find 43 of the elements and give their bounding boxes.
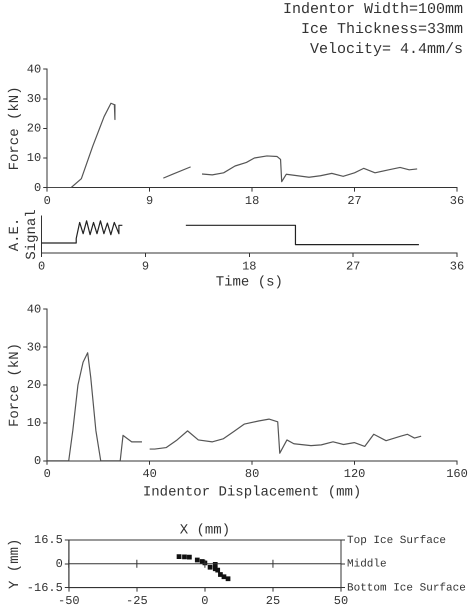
x-tick-label: 160: [446, 467, 468, 482]
y-tick-label: 40: [26, 302, 42, 316]
x-tick-label: -50: [58, 594, 80, 608]
x-tick-label: 9: [142, 259, 150, 274]
category-label: Top Ice Surface: [347, 534, 446, 547]
y-tick-label: 0: [34, 454, 42, 468]
x-tick-label: 18: [244, 194, 260, 208]
y-axis-title: A.E. Signal: [7, 209, 40, 260]
y-tick-label: 0: [34, 180, 42, 195]
x-tick-label: 18: [242, 259, 257, 274]
y-tick-label: 20: [26, 122, 42, 136]
x-tick-label: 120: [344, 467, 366, 482]
x-tick-label: 36: [450, 194, 464, 208]
x-tick-label: 9: [146, 194, 154, 208]
text: Indentor Width=100mm: [282, 0, 463, 20]
x-tick-label: -25: [126, 594, 148, 608]
y-tick-label: 16.5: [34, 533, 63, 548]
category-label: Bottom Ice Surface: [347, 582, 466, 595]
x-tick-label: 0: [201, 594, 209, 608]
y-tick-label: 30: [26, 340, 42, 354]
text: Ice Thickness=33mm: [300, 20, 463, 40]
y-tick-label: -16.5: [26, 580, 63, 595]
y-axis-title: Force (kN): [7, 342, 24, 428]
x-axis-title: Time (s): [216, 274, 283, 290]
x-tick-label: 50: [334, 594, 348, 608]
text: Velocity= 4.4mm/s: [308, 40, 463, 60]
y-tick-label: 10: [26, 151, 42, 166]
x-tick-label: 36: [450, 259, 464, 274]
y-tick-label: 30: [26, 92, 42, 106]
y-tick-label: 10: [26, 416, 42, 430]
x-tick-label: 80: [244, 467, 260, 482]
y-axis-title: Force (kN): [7, 86, 24, 170]
x-tick-label: 27: [346, 259, 360, 274]
y-tick-label: 40: [26, 62, 42, 76]
y-tick-label: 20: [26, 378, 42, 392]
x-axis-title: Indentor Displacement (mm): [142, 484, 362, 500]
y-tick-label: 0: [56, 556, 63, 571]
x-tick-label: 27: [347, 194, 362, 208]
y-axis-title: Y (mm): [7, 538, 24, 590]
x-axis-title: X (mm): [180, 522, 230, 539]
x-tick-label: 25: [266, 594, 280, 608]
x-tick-label: 40: [142, 467, 157, 482]
category-label: Middle: [347, 558, 387, 571]
